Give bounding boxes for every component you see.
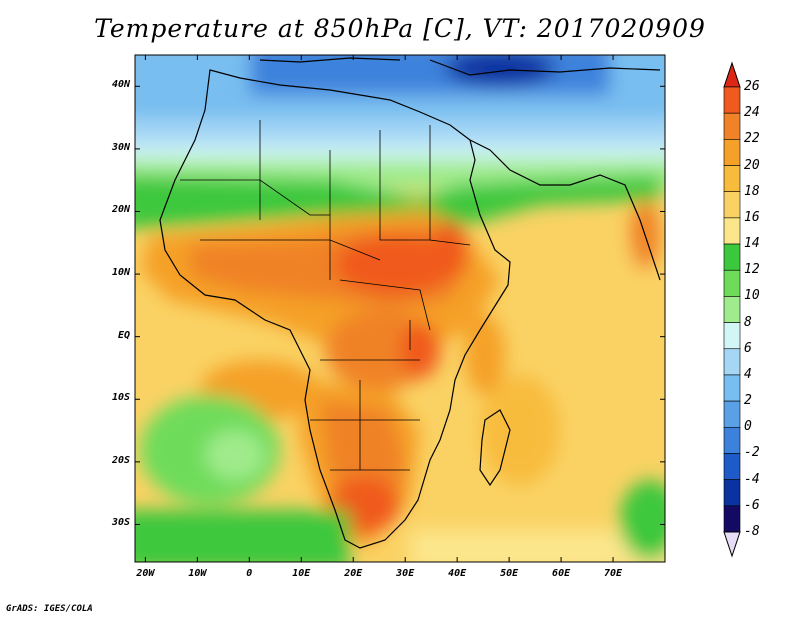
colorbar-level-label: 24 xyxy=(744,105,760,121)
colorbar-level-label: 4 xyxy=(744,366,752,382)
colorbar-level-label: 12 xyxy=(744,262,760,278)
lon-label: 50E xyxy=(500,568,519,579)
colorbar-swatch xyxy=(723,112,741,140)
colorbar-swatch xyxy=(723,426,741,454)
lat-label: 10N xyxy=(111,267,130,279)
colorbar-swatch xyxy=(723,322,741,350)
colorbar-level-label: 26 xyxy=(744,79,760,94)
colorbar-swatch xyxy=(723,400,741,428)
colorbar-swatch xyxy=(723,374,741,402)
colorbar xyxy=(723,61,741,558)
lat-label: 40N xyxy=(111,79,130,91)
colorbar-swatch xyxy=(723,269,741,297)
lon-label: 20W xyxy=(136,568,155,579)
colorbar-level-label: -2 xyxy=(744,445,760,461)
colorbar-level-label: 0 xyxy=(744,419,752,435)
map-title: Temperature at 850hPa [C], VT: 201702090… xyxy=(94,14,706,43)
lon-label: 70E xyxy=(604,568,623,579)
colorbar-swatch xyxy=(723,165,741,193)
colorbar-level-label: 10 xyxy=(744,288,760,304)
colorbar-swatch xyxy=(723,139,741,166)
lat-label: 30S xyxy=(111,517,130,529)
colorbar-level-label: 6 xyxy=(744,340,752,356)
colorbar-over-arrow xyxy=(723,61,741,88)
grads-credit: GrADS: IGES/COLA xyxy=(6,604,93,614)
lon-label: 0 xyxy=(246,568,253,579)
lon-label: 30E xyxy=(396,568,415,579)
colorbar-level-label: 8 xyxy=(744,314,752,330)
colorbar-swatch xyxy=(723,191,741,219)
colorbar-swatch xyxy=(723,296,741,323)
lon-label: 20E xyxy=(344,568,363,579)
lon-label: 60E xyxy=(552,568,571,579)
colorbar-swatch xyxy=(723,243,741,271)
colorbar-swatch xyxy=(723,479,741,507)
lat-label: 20S xyxy=(111,454,130,466)
lat-label: 10S xyxy=(111,392,130,404)
colorbar-level-label: 22 xyxy=(744,131,760,147)
lon-label: 10E xyxy=(292,568,311,579)
colorbar-under-arrow xyxy=(723,531,741,558)
colorbar-swatch xyxy=(723,86,741,114)
colorbar-level-label: 20 xyxy=(744,157,760,173)
colorbar-level-label: -8 xyxy=(744,524,760,539)
axis-ticks xyxy=(135,55,665,562)
colorbar-swatch xyxy=(723,348,741,376)
lat-label: 20N xyxy=(111,204,130,216)
temperature-field xyxy=(135,55,665,562)
colorbar-swatch xyxy=(723,505,741,533)
plot-frame xyxy=(134,54,666,563)
coastlines xyxy=(159,57,661,549)
colorbar-level-label: -4 xyxy=(744,471,760,487)
colorbar-level-label: 14 xyxy=(744,236,760,252)
colorbar-level-label: -6 xyxy=(744,497,760,513)
lon-label: 10W xyxy=(188,568,207,579)
colorbar-swatch xyxy=(723,453,741,480)
lat-label: 30N xyxy=(111,141,130,153)
lat-label: EQ xyxy=(117,329,130,341)
colorbar-swatch xyxy=(723,217,741,245)
lon-label: 40E xyxy=(448,568,467,579)
country-borders xyxy=(180,120,471,471)
colorbar-level-label: 16 xyxy=(744,209,760,225)
colorbar-level-label: 2 xyxy=(744,393,752,409)
colorbar-level-label: 18 xyxy=(744,183,760,199)
